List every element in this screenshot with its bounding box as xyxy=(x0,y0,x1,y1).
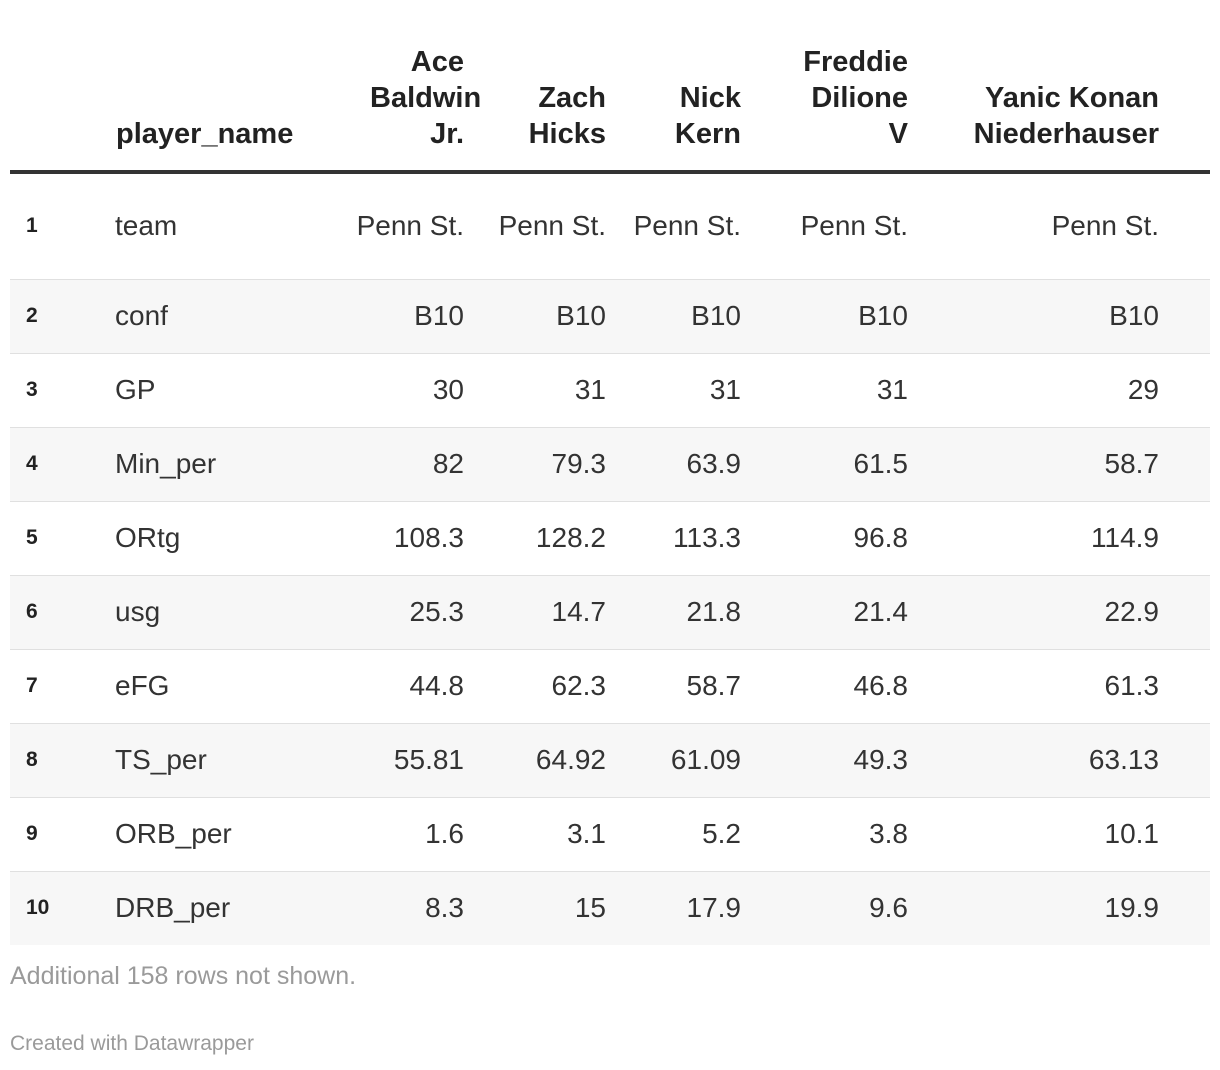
header-row: player_name Ace Baldwin Jr. Zach Hicks N… xyxy=(10,0,1210,174)
cell-rownum: 10 xyxy=(26,896,50,920)
cell-freddie-dilione: 3.8 xyxy=(741,797,908,872)
table-row: 9 ORB_per 1.6 3.1 5.2 3.8 10.1 xyxy=(10,797,1210,872)
cell-nick-kern: 21.8 xyxy=(606,575,741,650)
cell-stat: usg xyxy=(62,575,250,650)
cell-zach-hicks: 3.1 xyxy=(464,797,606,872)
table-row: 4 Min_per 82 79.3 63.9 61.5 58.7 xyxy=(10,427,1210,502)
cell-zach-hicks: Penn St. xyxy=(464,172,606,280)
cell-stat: TS_per xyxy=(62,723,250,798)
cell-zach-hicks: 31 xyxy=(464,353,606,428)
table-row: 7 eFG 44.8 62.3 58.7 46.8 61.3 xyxy=(10,649,1210,724)
cell-rownum: 4 xyxy=(10,427,62,502)
table-row: 10 DRB_per 8.3 15 17.9 9.6 19.9 xyxy=(10,871,1210,945)
cell-freddie-dilione: 61.5 xyxy=(741,427,908,502)
cell-ace-baldwin: Penn St. xyxy=(250,172,464,280)
cell-rownum: 6 xyxy=(10,575,62,650)
cell-nick-kern: 113.3 xyxy=(606,501,741,576)
column-header-player-name[interactable]: player_name xyxy=(62,0,293,174)
data-table-container: player_name Ace Baldwin Jr. Zach Hicks N… xyxy=(10,0,1210,945)
table-row: 1 team Penn St. Penn St. Penn St. Penn St. Pen… xyxy=(10,172,1210,280)
cell-rownum: 7 xyxy=(10,649,62,724)
table-row: 3 GP 30 31 31 31 29 xyxy=(10,353,1210,428)
cell-yanic-konan: 22.9 xyxy=(908,575,1210,650)
table-body: 1 team Penn St. Penn St. Penn St. Penn St. Pen… xyxy=(10,172,1210,945)
cell-ace-baldwin: 44.8 xyxy=(250,649,464,724)
cell-yanic-konan: 63.13 xyxy=(908,723,1210,798)
table-notes: Additional 158 rows not shown. xyxy=(10,962,357,990)
cell-rownum: 3 xyxy=(10,353,62,428)
cell-freddie-dilione: 49.3 xyxy=(741,723,908,798)
datawrapper-credit[interactable]: Created with Datawrapper xyxy=(10,1032,254,1055)
cell-ace-baldwin: 8.3 xyxy=(425,892,464,924)
cell-nick-kern: Penn St. xyxy=(606,172,741,280)
cell-yanic-konan: 19.9 xyxy=(1104,892,1160,924)
cell-ace-baldwin: 108.3 xyxy=(250,501,464,576)
cell-freddie-dilione: 21.4 xyxy=(741,575,908,650)
cell-ace-baldwin: 25.3 xyxy=(250,575,464,650)
cell-yanic-konan: B10 xyxy=(908,279,1210,354)
cell-freddie-dilione: 96.8 xyxy=(741,501,908,576)
cell-ace-baldwin: 1.6 xyxy=(250,797,464,872)
cell-rownum: 8 xyxy=(10,723,62,798)
cell-nick-kern: 31 xyxy=(606,353,741,428)
cell-nick-kern: 58.7 xyxy=(606,649,741,724)
cell-yanic-konan: 29 xyxy=(908,353,1210,428)
cell-zach-hicks: 79.3 xyxy=(464,427,606,502)
cell-stat: ORB_per xyxy=(62,797,250,872)
cell-nick-kern: B10 xyxy=(606,279,741,354)
cell-stat: Min_per xyxy=(62,427,250,502)
cell-yanic-konan: 58.7 xyxy=(908,427,1210,502)
table-row: 6 usg 25.3 14.7 21.8 21.4 22.9 xyxy=(10,575,1210,650)
cell-nick-kern: 5.2 xyxy=(606,797,741,872)
cell-yanic-konan: 10.1 xyxy=(908,797,1210,872)
table-row: 8 TS_per 55.81 64.92 61.09 49.3 63.13 xyxy=(10,723,1210,798)
cell-yanic-konan: 114.9 xyxy=(908,501,1210,576)
cell-freddie-dilione: 46.8 xyxy=(741,649,908,724)
cell-nick-kern: 17.9 xyxy=(686,892,742,924)
cell-ace-baldwin: 55.81 xyxy=(250,723,464,798)
cell-freddie-dilione: Penn St. xyxy=(741,172,908,280)
table-row: 5 ORtg 108.3 128.2 113.3 96.8 114.9 xyxy=(10,501,1210,576)
cell-zach-hicks: 128.2 xyxy=(464,501,606,576)
cell-stat: DRB_per xyxy=(115,892,231,924)
cell-zach-hicks: 15 xyxy=(574,892,606,924)
column-header-ace-baldwin[interactable]: Ace Baldwin Jr. xyxy=(250,0,481,174)
cell-nick-kern: 63.9 xyxy=(606,427,741,502)
cell-freddie-dilione: 31 xyxy=(741,353,908,428)
cell-stat: team xyxy=(62,172,250,280)
column-header-yanic-konan[interactable]: Yanic Konan Niederhauser xyxy=(908,0,1210,174)
cell-ace-baldwin: 82 xyxy=(250,427,464,502)
cell-rownum: 9 xyxy=(10,797,62,872)
cell-rownum: 2 xyxy=(10,279,62,354)
cell-zach-hicks: B10 xyxy=(464,279,606,354)
cell-stat: conf xyxy=(62,279,250,354)
cell-stat: ORtg xyxy=(62,501,250,576)
column-header-freddie-dilione[interactable]: Freddie Dilione V xyxy=(741,0,908,174)
data-table: player_name Ace Baldwin Jr. Zach Hicks N… xyxy=(10,0,1210,945)
column-header-zach-hicks[interactable]: Zach Hicks xyxy=(464,0,606,174)
cell-stat: eFG xyxy=(62,649,250,724)
cell-freddie-dilione: 9.6 xyxy=(869,892,908,924)
cell-yanic-konan: Penn St. xyxy=(908,172,1210,280)
column-header-index xyxy=(10,0,62,174)
cell-rownum: 5 xyxy=(10,501,62,576)
cell-yanic-konan: 61.3 xyxy=(908,649,1210,724)
cell-ace-baldwin: B10 xyxy=(250,279,464,354)
cell-rownum: 1 xyxy=(10,172,62,280)
cell-ace-baldwin: 30 xyxy=(250,353,464,428)
column-header-nick-kern[interactable]: Nick Kern xyxy=(606,0,741,174)
cell-zach-hicks: 14.7 xyxy=(464,575,606,650)
cell-zach-hicks: 62.3 xyxy=(464,649,606,724)
cell-nick-kern: 61.09 xyxy=(606,723,741,798)
table-row: 2 conf B10 B10 B10 B10 B10 xyxy=(10,279,1210,354)
cell-stat: GP xyxy=(62,353,250,428)
cell-freddie-dilione: B10 xyxy=(741,279,908,354)
cell-zach-hicks: 64.92 xyxy=(464,723,606,798)
